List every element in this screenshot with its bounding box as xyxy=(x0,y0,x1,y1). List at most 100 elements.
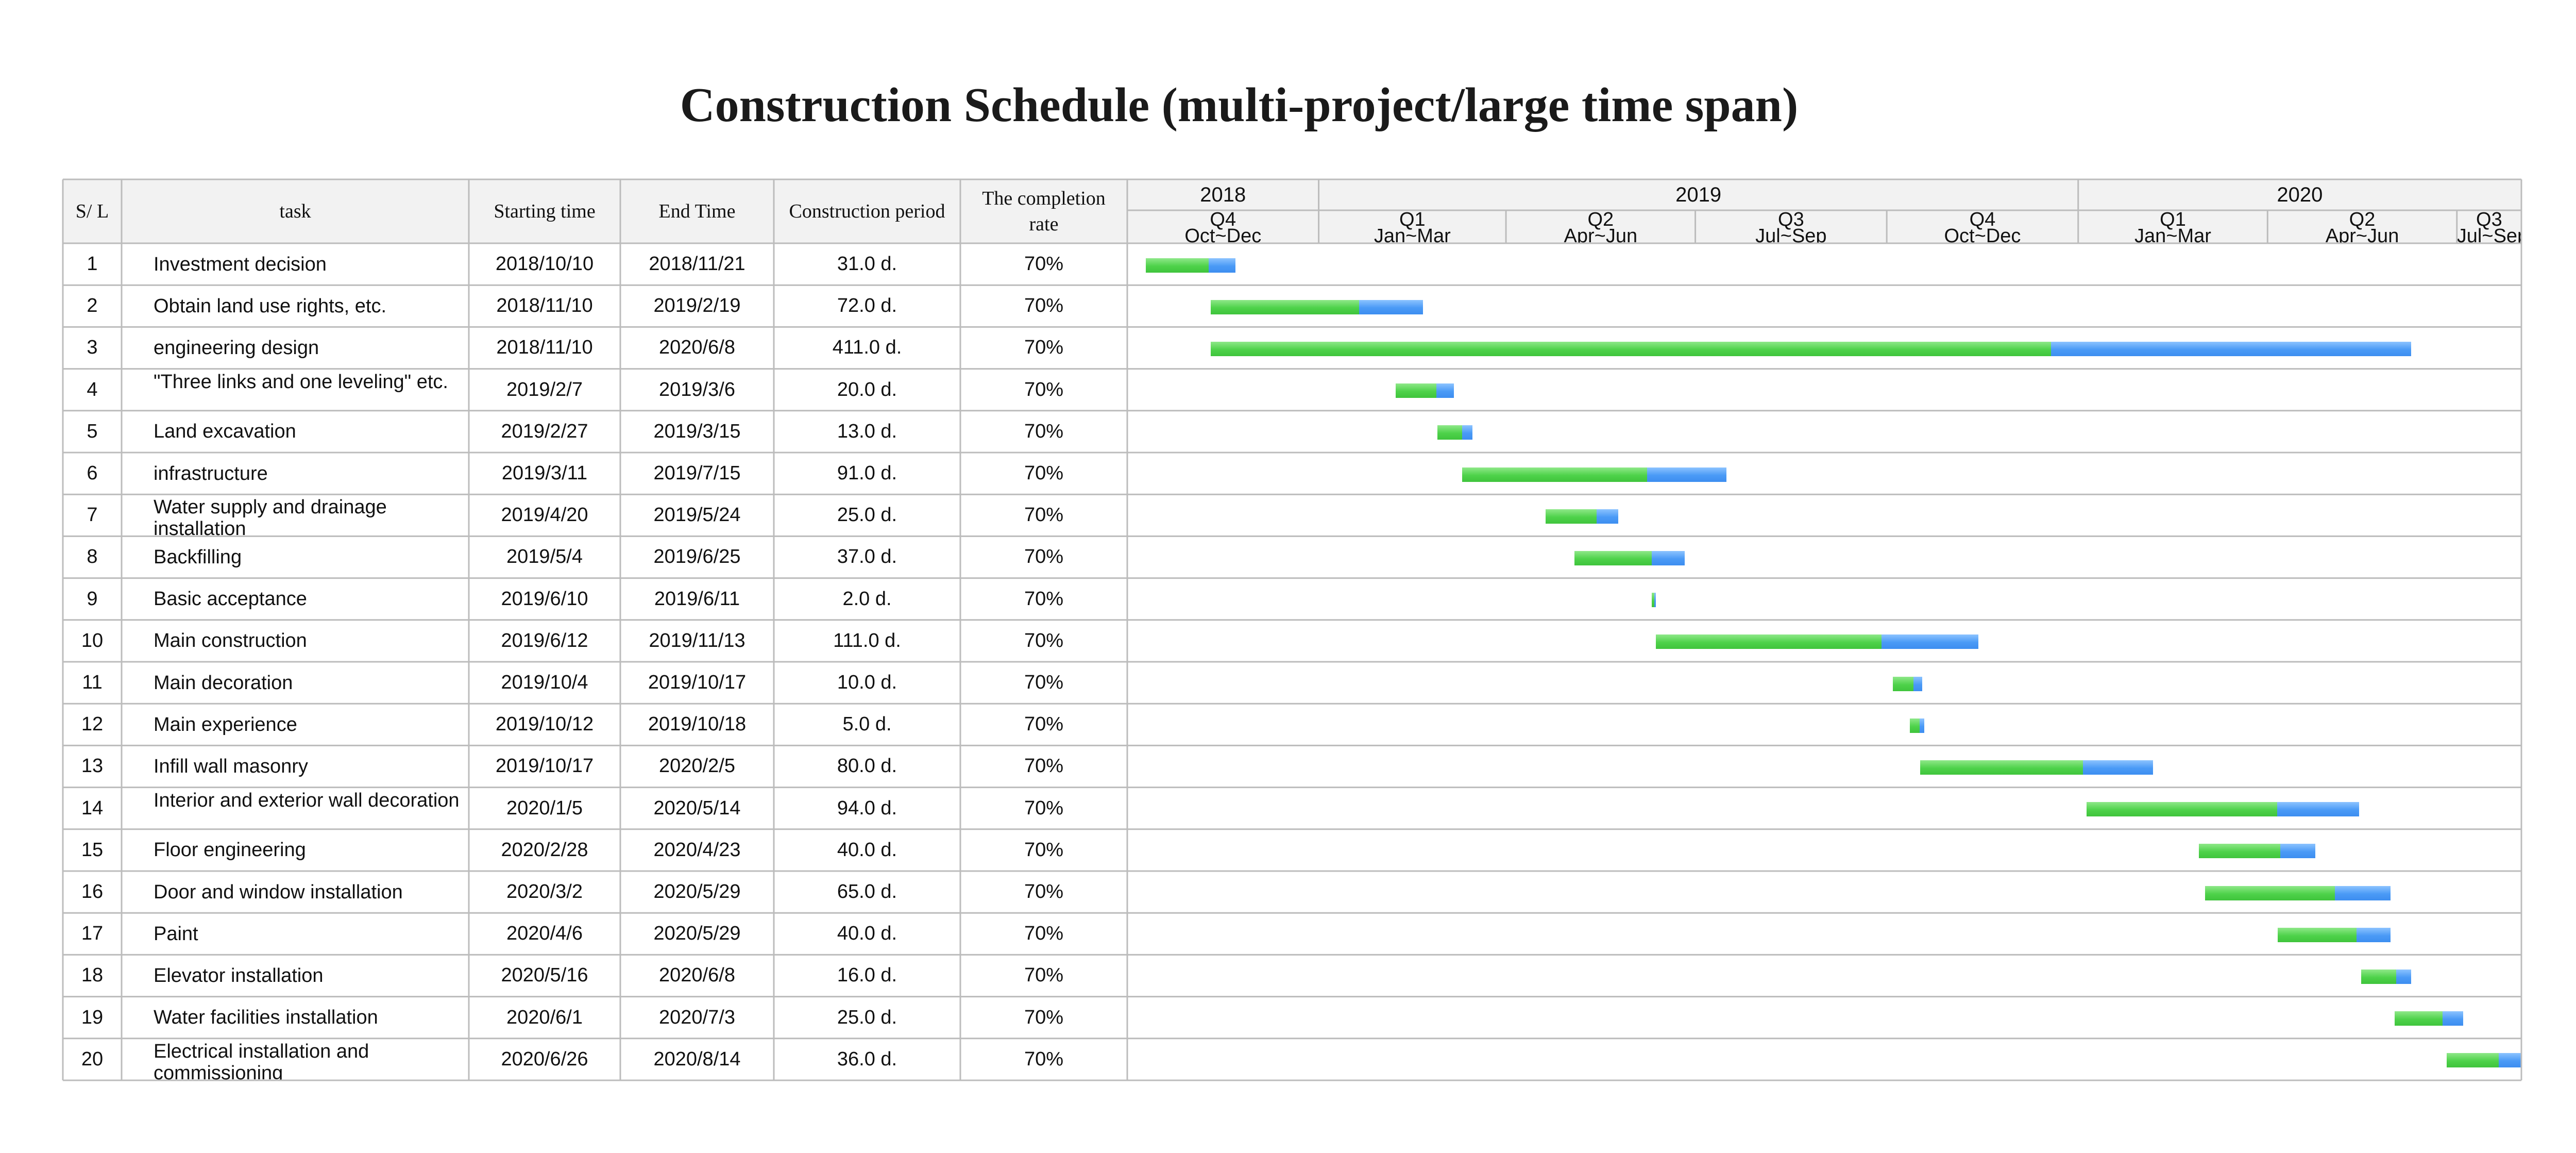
quarter-months: Jul~Sep xyxy=(1755,225,1827,243)
row-period: 72.0 d. xyxy=(837,295,897,317)
row-period: 2.0 d. xyxy=(842,588,892,610)
row-period: 40.0 d. xyxy=(837,839,897,861)
row-sl: 19 xyxy=(81,1006,104,1028)
task-bar xyxy=(1920,760,2154,775)
row-start-time: 2019/2/7 xyxy=(506,378,583,400)
row-rate: 70% xyxy=(1024,253,1064,275)
row-period: 65.0 d. xyxy=(837,881,897,903)
row-rate: 70% xyxy=(1024,588,1064,610)
row-start-time: 2020/2/28 xyxy=(501,839,588,861)
task-bar xyxy=(2086,802,2359,817)
row-sl: 8 xyxy=(87,546,98,568)
bar-completed xyxy=(2198,844,2281,859)
row-period: 36.0 d. xyxy=(837,1048,897,1070)
row-end-time: 2019/6/25 xyxy=(653,546,741,568)
row-start-time: 2020/4/6 xyxy=(506,923,583,945)
bar-remaining xyxy=(1647,467,1727,482)
row-end-time: 2020/7/3 xyxy=(659,1006,735,1028)
year-label: 2019 xyxy=(1675,183,1722,206)
bar-remaining xyxy=(2442,1011,2463,1026)
row-start-time: 2019/5/4 xyxy=(506,546,583,568)
row-period: 91.0 d. xyxy=(837,462,897,484)
row-end-time: 2020/6/8 xyxy=(659,964,735,987)
header-completion-rate: The completion rate xyxy=(960,179,1127,243)
header-starting-time: Starting time xyxy=(469,179,620,243)
row-period: 31.0 d. xyxy=(837,253,897,275)
table-row: 7 Water supply and drainage installation 2… xyxy=(63,494,2521,536)
task-bar xyxy=(1396,383,1454,398)
quarter-name: Q1 xyxy=(1399,211,1426,230)
row-end-time: 2019/3/15 xyxy=(653,420,741,442)
task-name: Door and window installation xyxy=(154,881,403,903)
row-start-time: 2019/3/11 xyxy=(501,462,588,484)
bar-completed xyxy=(1146,258,1209,273)
task-name: Backfilling xyxy=(154,546,242,568)
row-end-time: 2019/7/15 xyxy=(653,462,741,484)
quarter-months: Apr~Jun xyxy=(1564,225,1638,243)
bar-completed xyxy=(2278,927,2357,942)
task-bar xyxy=(1462,467,1727,482)
year-label: 2018 xyxy=(1200,183,1246,206)
table-row: 3 engineering design 2018/11/10 2020/6/8 411… xyxy=(63,327,2521,369)
row-sl: 12 xyxy=(81,713,104,736)
bar-remaining xyxy=(2334,885,2391,900)
table-row: 20 Electrical installation and commission… xyxy=(63,1039,2521,1080)
bar-remaining xyxy=(2277,802,2359,817)
row-start-time: 2020/3/2 xyxy=(506,881,583,903)
task-bar xyxy=(1545,509,1619,524)
bar-completed xyxy=(1462,467,1648,482)
task-name: Investment decision xyxy=(154,253,327,275)
task-name: Land excavation xyxy=(154,421,296,443)
row-end-time: 2019/5/24 xyxy=(653,504,741,526)
row-start-time: 2020/1/5 xyxy=(506,797,583,819)
row-start-time: 2019/10/12 xyxy=(495,713,594,736)
header-construction-period: Construction period xyxy=(774,179,960,243)
row-rate: 70% xyxy=(1024,629,1064,651)
row-rate: 70% xyxy=(1024,546,1064,568)
row-sl: 9 xyxy=(87,588,98,610)
row-period: 20.0 d. xyxy=(837,378,897,400)
row-end-time: 2019/10/18 xyxy=(648,713,747,736)
bar-remaining xyxy=(2050,342,2411,356)
row-rate: 70% xyxy=(1024,713,1064,736)
bar-remaining xyxy=(1359,299,1423,314)
row-start-time: 2020/6/26 xyxy=(501,1048,588,1070)
row-end-time: 2020/8/14 xyxy=(653,1048,741,1070)
bar-completed xyxy=(2205,885,2335,900)
bar-completed xyxy=(1655,634,1882,649)
bar-completed xyxy=(1437,425,1462,440)
quarter-name: Q2 xyxy=(2349,211,2376,230)
row-start-time: 2020/6/1 xyxy=(506,1006,583,1028)
row-sl: 18 xyxy=(81,964,104,987)
bar-completed xyxy=(1210,342,2051,356)
task-bar xyxy=(2198,844,2316,859)
row-period: 13.0 d. xyxy=(837,420,897,442)
row-rate: 70% xyxy=(1024,295,1064,317)
table-row: 10 Main construction 2019/6/12 2019/11/13 11… xyxy=(63,620,2521,662)
gantt-table: S/ L task Starting time End Time Constru… xyxy=(62,178,2522,1081)
task-name: Infill wall masonry xyxy=(154,755,308,777)
row-sl: 16 xyxy=(81,881,104,903)
task-bar xyxy=(1437,425,1473,440)
task-name: Obtain land use rights, etc. xyxy=(154,295,387,317)
row-rate: 70% xyxy=(1024,1048,1064,1070)
quarter-name: Q3 xyxy=(2476,211,2502,230)
row-start-time: 2019/4/20 xyxy=(501,504,588,526)
row-sl: 1 xyxy=(87,253,98,275)
bar-completed xyxy=(1574,551,1652,565)
row-rate: 70% xyxy=(1024,420,1064,442)
task-name: Elevator installation xyxy=(154,964,324,987)
bar-remaining xyxy=(1652,551,1685,565)
task-name: Interior and exterior wall decoration xyxy=(154,789,460,811)
task-name: Floor engineering xyxy=(154,839,306,861)
table-row: 5 Land excavation 2019/2/27 2019/3/15 13.0 d… xyxy=(63,411,2521,453)
quarter-label: Q1 Jan~Mar xyxy=(2078,211,2268,243)
table-row: 18 Elevator installation 2020/5/16 2020/6/8… xyxy=(63,955,2521,996)
row-start-time: 2018/11/10 xyxy=(496,295,593,317)
grid-lines xyxy=(62,178,2522,1081)
quarter-label: Q2 Apr~Jun xyxy=(2267,211,2457,243)
row-rate: 70% xyxy=(1024,839,1064,861)
task-name: Basic acceptance xyxy=(154,588,307,610)
bar-completed xyxy=(1893,676,1913,691)
quarter-months: Jan~Mar xyxy=(1374,225,1451,243)
